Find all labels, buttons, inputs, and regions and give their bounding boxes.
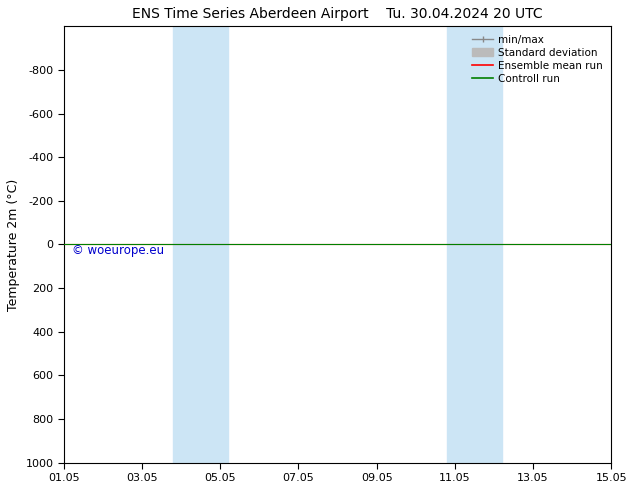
Text: © woeurope.eu: © woeurope.eu: [72, 244, 164, 257]
Y-axis label: Temperature 2m (°C): Temperature 2m (°C): [7, 178, 20, 311]
Legend: min/max, Standard deviation, Ensemble mean run, Controll run: min/max, Standard deviation, Ensemble me…: [469, 31, 606, 87]
Bar: [447, 26, 501, 463]
Bar: [173, 26, 228, 463]
Title: ENS Time Series Aberdeen Airport    Tu. 30.04.2024 20 UTC: ENS Time Series Aberdeen Airport Tu. 30.…: [133, 7, 543, 21]
